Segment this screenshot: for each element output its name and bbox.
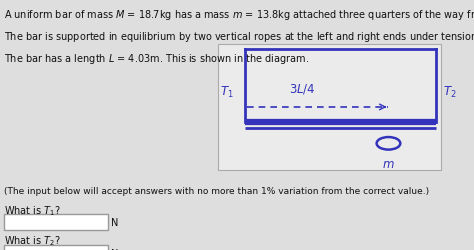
Text: $3L/4$: $3L/4$ bbox=[289, 82, 316, 96]
Text: $T_1$: $T_1$ bbox=[220, 85, 234, 100]
Text: N: N bbox=[111, 248, 119, 250]
Text: N: N bbox=[111, 217, 119, 227]
Text: The bar is supported in equilibrium by two vertical ropes at the left and right : The bar is supported in equilibrium by t… bbox=[4, 30, 474, 44]
Bar bbox=[218, 45, 441, 170]
Text: $m$: $m$ bbox=[382, 158, 395, 170]
Bar bbox=[4, 245, 108, 250]
Text: (The input below will accept answers with no more than 1% variation from the cor: (The input below will accept answers wit… bbox=[4, 186, 429, 195]
Text: The bar has a length $L$ = 4.03m. This is shown in the diagram.: The bar has a length $L$ = 4.03m. This i… bbox=[4, 52, 309, 66]
Text: What is $T_2$?: What is $T_2$? bbox=[4, 234, 61, 247]
Text: A uniform bar of mass $M$ = 18.7kg has a mass $m$ = 13.8kg attached three quarte: A uniform bar of mass $M$ = 18.7kg has a… bbox=[4, 8, 474, 22]
Bar bbox=[4, 214, 108, 230]
Text: What is $T_1$?: What is $T_1$? bbox=[4, 204, 61, 218]
Text: $T_2$: $T_2$ bbox=[443, 85, 457, 100]
